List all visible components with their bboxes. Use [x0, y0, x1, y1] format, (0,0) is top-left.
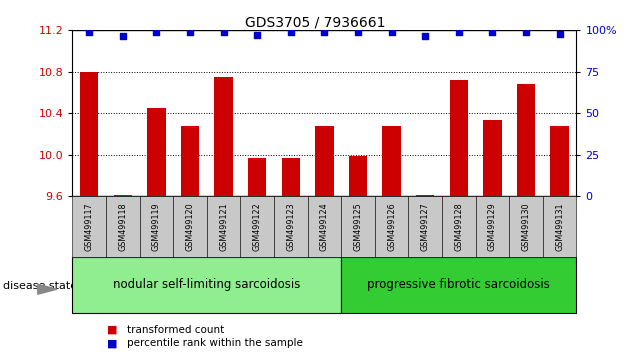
Point	[521, 29, 531, 35]
Text: disease state: disease state	[3, 281, 77, 291]
Bar	[214, 77, 233, 196]
Text: GSM499117: GSM499117	[85, 202, 94, 251]
Bar	[282, 158, 300, 196]
Point	[420, 34, 430, 39]
Text: GSM499123: GSM499123	[287, 202, 295, 251]
Bar	[181, 126, 199, 196]
Text: GSM499121: GSM499121	[219, 202, 228, 251]
Bar	[483, 120, 501, 196]
Point	[185, 29, 195, 35]
Point	[387, 29, 397, 35]
Point	[286, 29, 296, 35]
Text: nodular self-limiting sarcoidosis: nodular self-limiting sarcoidosis	[113, 279, 301, 291]
Text: GSM499119: GSM499119	[152, 202, 161, 251]
Point	[151, 29, 161, 35]
Bar	[315, 126, 334, 196]
Point	[118, 34, 128, 39]
Text: GSM499126: GSM499126	[387, 202, 396, 251]
Text: GSM499129: GSM499129	[488, 202, 497, 251]
Text: GSM499128: GSM499128	[454, 202, 463, 251]
Text: GSM499122: GSM499122	[253, 202, 261, 251]
Point	[84, 29, 94, 35]
Bar	[248, 158, 266, 196]
Bar	[517, 84, 536, 196]
Text: transformed count: transformed count	[127, 325, 224, 335]
Text: ■: ■	[107, 325, 118, 335]
Point	[353, 29, 363, 35]
Bar	[382, 126, 401, 196]
Bar	[551, 126, 569, 196]
Point	[554, 32, 564, 37]
Bar	[416, 195, 435, 196]
Bar	[80, 72, 98, 196]
Text: ■: ■	[107, 338, 118, 348]
Bar	[113, 195, 132, 196]
Text: GSM499131: GSM499131	[555, 202, 564, 251]
Text: GSM499124: GSM499124	[320, 202, 329, 251]
Text: GSM499125: GSM499125	[353, 202, 362, 251]
Text: GSM499127: GSM499127	[421, 202, 430, 251]
Point	[454, 29, 464, 35]
Point	[319, 29, 329, 35]
Point	[219, 29, 229, 35]
Text: GSM499120: GSM499120	[186, 202, 195, 251]
Text: progressive fibrotic sarcoidosis: progressive fibrotic sarcoidosis	[367, 279, 550, 291]
Text: percentile rank within the sample: percentile rank within the sample	[127, 338, 303, 348]
Bar	[450, 80, 468, 196]
Point	[488, 29, 498, 35]
Text: GSM499118: GSM499118	[118, 202, 127, 251]
Point	[252, 33, 262, 38]
Bar	[147, 108, 166, 196]
Text: GSM499130: GSM499130	[522, 202, 530, 251]
Bar	[349, 156, 367, 196]
Text: GDS3705 / 7936661: GDS3705 / 7936661	[244, 16, 386, 30]
